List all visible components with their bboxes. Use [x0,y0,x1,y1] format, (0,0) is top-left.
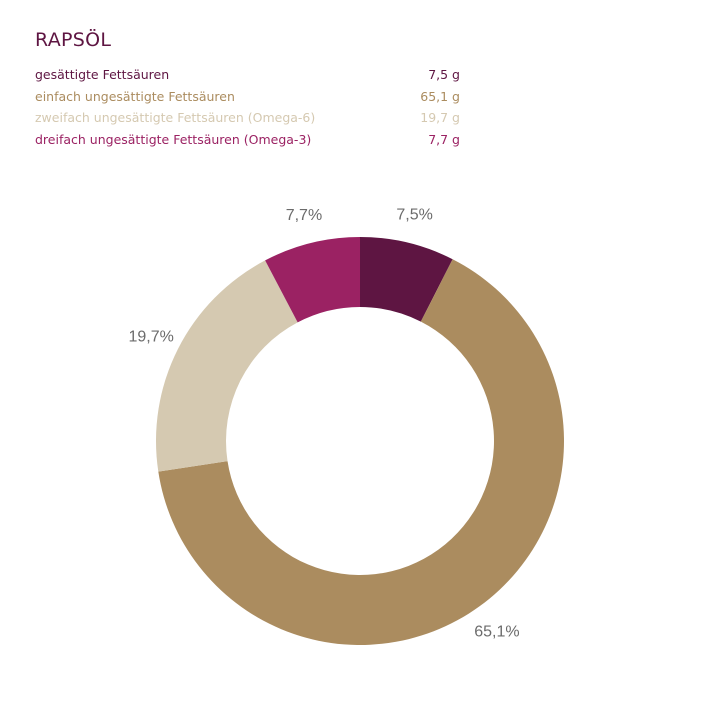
legend-row: gesättigte Fettsäuren 7,5 g [35,64,460,86]
legend-row: einfach ungesättigte Fettsäuren 65,1 g [35,86,460,108]
legend-row: zweifach ungesättigte Fettsäuren (Omega-… [35,107,460,129]
legend-label: zweifach ungesättigte Fettsäuren (Omega-… [35,110,316,125]
legend-amount: 65,1 g [420,88,460,104]
legend: gesättigte Fettsäuren 7,5 g einfach unges… [35,64,460,150]
data-label: 7,7% [286,207,322,224]
legend-label: einfach ungesättigte Fettsäuren [35,88,235,104]
legend-label: gesättigte Fettsäuren [35,67,170,82]
data-label: 65,1% [474,624,519,641]
donut-slice [156,260,298,472]
legend-amount: 7,7 g [428,131,460,147]
legend-amount: 19,7 g [420,110,460,125]
donut-slice [158,259,564,645]
chart-title: RAPSÖL [35,29,112,51]
donut-slice [265,237,360,323]
donut-slice [360,237,453,322]
data-label: 7,5% [396,206,432,223]
legend-amount: 7,5 g [428,67,460,82]
legend-label: dreifach ungesättigte Fettsäuren (Omega-… [35,131,312,147]
legend-row: dreifach ungesättigte Fettsäuren (Omega-… [35,129,460,151]
data-label: 19,7% [128,328,173,345]
